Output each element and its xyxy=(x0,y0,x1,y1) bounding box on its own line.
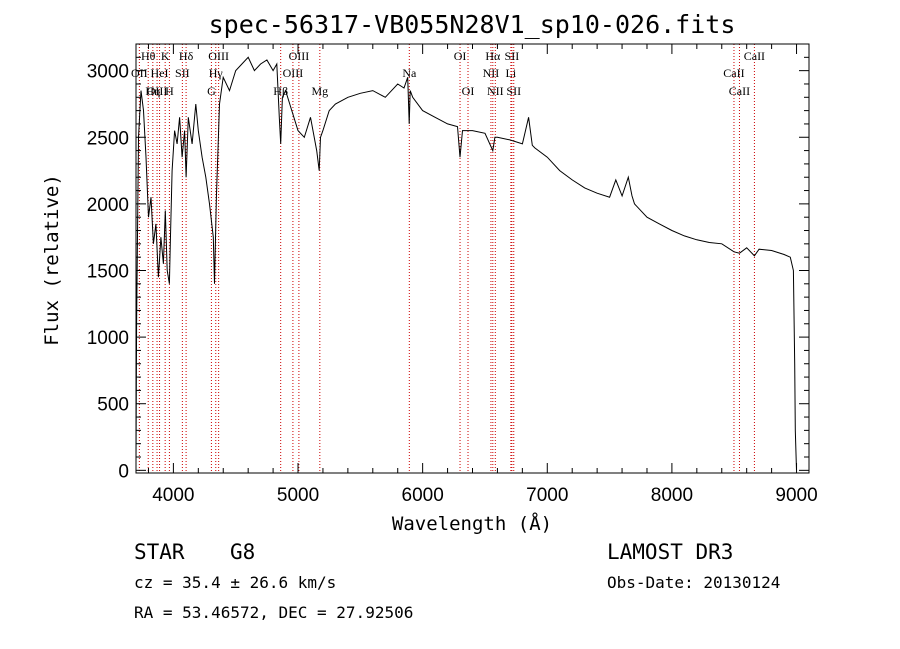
line-label-20: SII xyxy=(505,49,520,63)
object-class: STAR xyxy=(134,540,185,564)
line-label-9: OIII xyxy=(208,49,229,63)
spectrum-line xyxy=(135,56,797,471)
line-label-0: Hθ xyxy=(141,49,156,63)
y-tick-label-2: 1000 xyxy=(87,328,129,349)
emission-line-markers xyxy=(138,44,755,473)
y-tick-label-6: 3000 xyxy=(87,62,129,83)
line-label-6: SII xyxy=(175,66,190,80)
line-label-17: OI xyxy=(454,49,467,63)
y-axis-ticks: 0 500 1000 1500 2000 2500 3000 xyxy=(87,56,809,482)
line-label-15: Mg xyxy=(311,84,328,98)
line-label-26: CaII xyxy=(723,66,744,80)
y-tick-label-1: 500 xyxy=(97,395,129,416)
line-label-18: OI xyxy=(462,84,475,98)
observation-date: Obs-Date: 20130124 xyxy=(607,573,781,592)
spectrum-chart: spec-56317-VB055N28V1_sp10-026.fits Hθ OI… xyxy=(41,10,818,535)
line-label-7: H xyxy=(165,84,174,98)
line-label-10: Hγ xyxy=(209,66,224,80)
y-tick-label-5: 2500 xyxy=(87,128,129,149)
line-label-4: Hη xyxy=(145,84,160,98)
x-axis-label: Wavelength (Å) xyxy=(392,512,552,535)
redshift-cz: cz = 35.4 ± 26.6 km/s xyxy=(134,573,337,592)
line-label-27: CaII xyxy=(729,84,750,98)
line-label-3: HeI xyxy=(151,66,169,80)
line-label-21: NII xyxy=(483,66,500,80)
x-tick-label-5: 9000 xyxy=(775,485,817,506)
x-tick-label-4: 8000 xyxy=(651,485,693,506)
line-label-8: Hδ xyxy=(179,49,194,63)
line-label-13: OIII xyxy=(283,66,304,80)
line-label-16: Na xyxy=(402,66,417,80)
x-axis-ticks: 4000 5000 6000 7000 8000 9000 xyxy=(147,44,818,506)
survey-name: LAMOST DR3 xyxy=(607,540,734,564)
y-tick-label-4: 2000 xyxy=(87,195,129,216)
y-tick-label-3: 1500 xyxy=(87,261,129,282)
line-label-19: Hα xyxy=(485,49,501,63)
line-label-23: NII xyxy=(487,84,504,98)
plot-frame xyxy=(135,43,810,474)
line-label-5: K xyxy=(161,49,170,63)
line-label-22: Li xyxy=(506,66,517,80)
x-tick-label-3: 7000 xyxy=(526,485,568,506)
line-label-12: OIII xyxy=(289,49,310,63)
y-tick-label-0: 0 xyxy=(118,461,129,482)
x-tick-label-2: 6000 xyxy=(402,485,444,506)
chart-title: spec-56317-VB055N28V1_sp10-026.fits xyxy=(209,10,736,39)
line-label-1: OII xyxy=(131,66,148,80)
x-tick-label-0: 4000 xyxy=(152,485,194,506)
line-label-25: CaII xyxy=(744,49,765,63)
line-label-2: OIII xyxy=(147,84,168,98)
line-label-14: Hβ xyxy=(273,84,288,98)
x-tick-label-1: 5000 xyxy=(277,485,319,506)
coordinates: RA = 53.46572, DEC = 27.92506 xyxy=(134,603,414,622)
y-axis-label: Flux (relative) xyxy=(41,174,63,346)
line-label-11: G xyxy=(207,84,216,98)
object-subclass: G8 xyxy=(230,540,256,564)
line-label-24: SII xyxy=(506,84,521,98)
